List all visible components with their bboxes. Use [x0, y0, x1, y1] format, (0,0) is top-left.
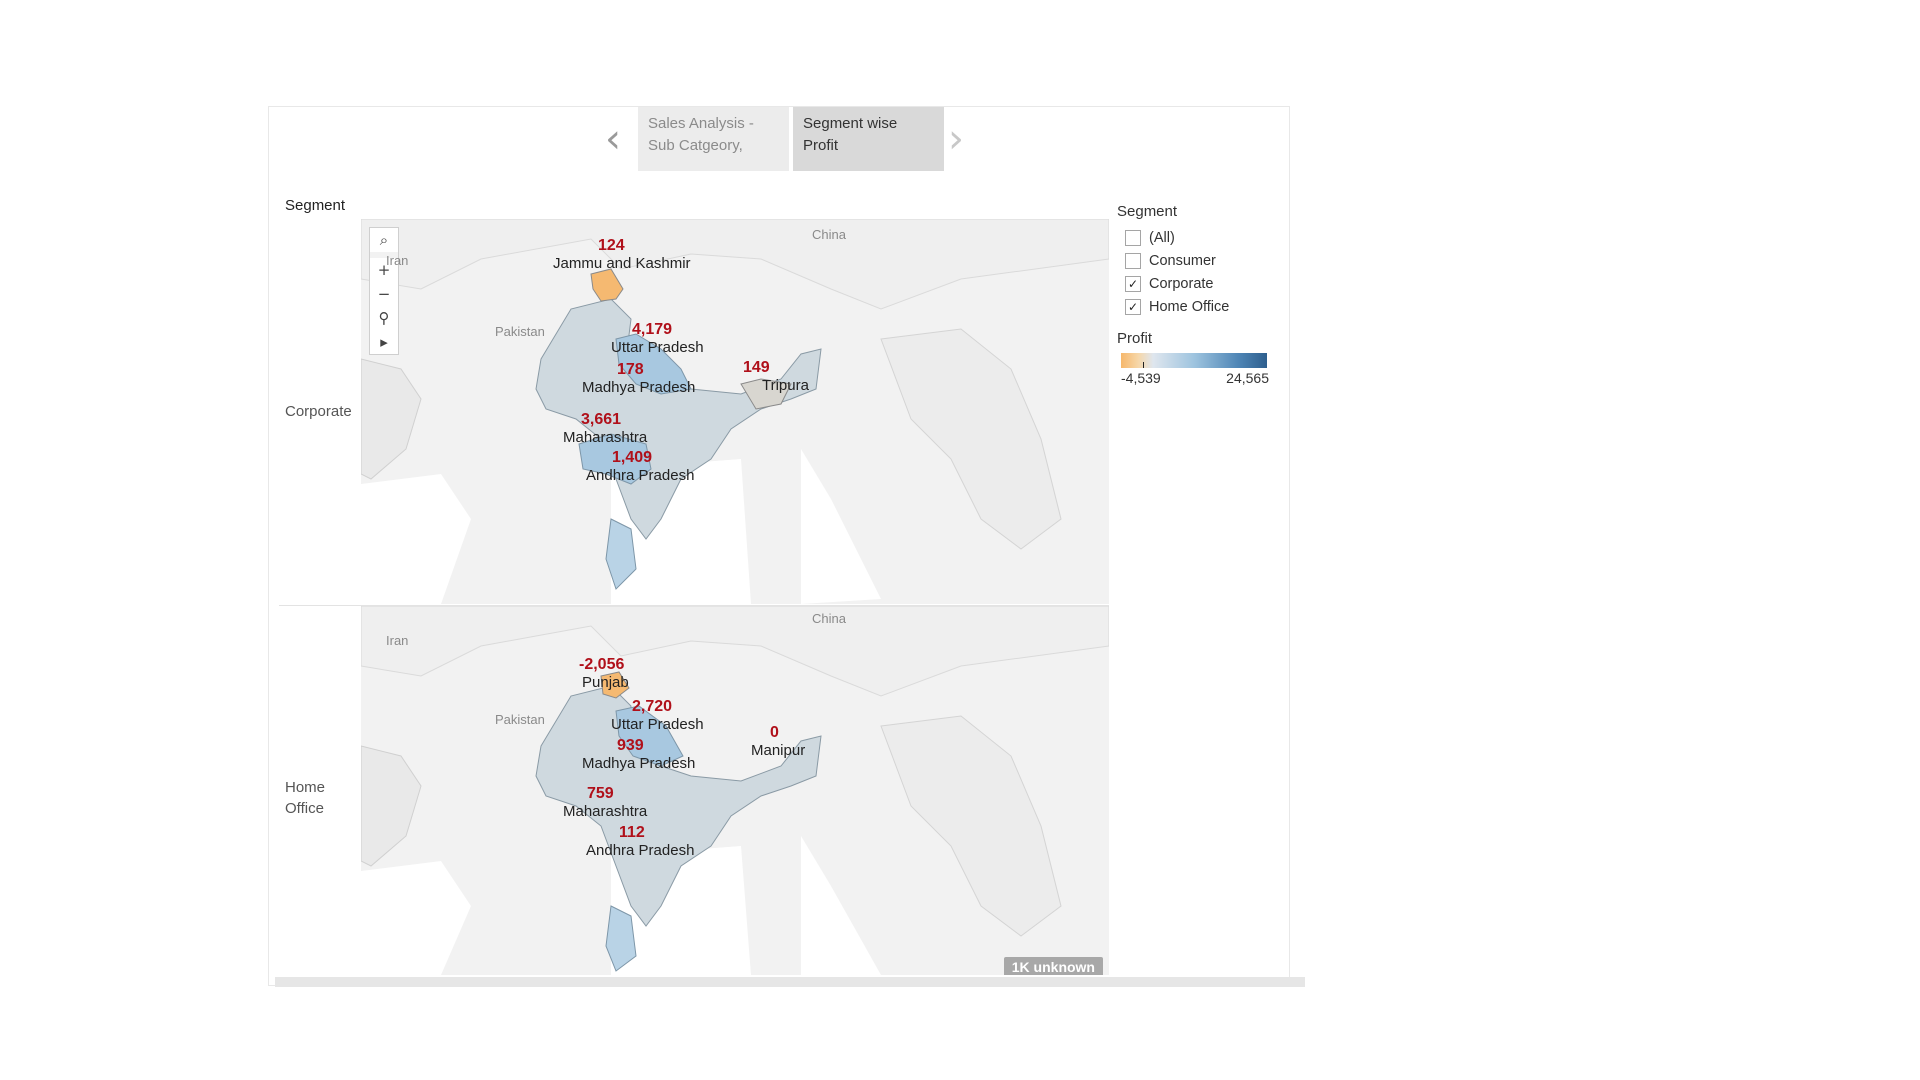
row-label-corporate: Corporate — [285, 401, 352, 422]
pin-icon[interactable]: ⚲ — [378, 309, 390, 327]
row-label-text: Home — [285, 779, 326, 796]
filter-item-corporate[interactable]: ✓ Corporate — [1117, 272, 1277, 295]
row-label-text: Corporate — [285, 403, 352, 420]
row-label-home-office: Home Office — [285, 777, 325, 819]
state-profit-label: 149 — [743, 359, 770, 376]
state-name-label: Maharashtra — [563, 803, 648, 820]
state-profit-label: 939 — [617, 737, 644, 754]
state-name-label: Madhya Pradesh — [582, 379, 696, 396]
state-profit-label: 112 — [619, 824, 645, 841]
checkbox[interactable] — [1125, 229, 1141, 246]
state-name-label: Punjab — [582, 674, 629, 691]
story-point-label: Sub Catgeory, — [648, 137, 743, 154]
state-profit-label: 124 — [598, 237, 625, 254]
segment-column-header: Segment — [285, 197, 346, 214]
country-label-iran: Iran — [386, 633, 409, 648]
story-point-sales-analysis[interactable]: Sales Analysis - Sub Catgeory, — [638, 107, 789, 171]
state-profit-label: 3,661 — [581, 411, 622, 428]
state-profit-label: 2,720 — [632, 698, 673, 715]
legend-min-label: -4,539 — [1121, 370, 1161, 386]
map-background — [361, 219, 1109, 604]
previous-arrow-icon[interactable]: ‹ — [605, 116, 621, 162]
state-profit-label: -2,056 — [579, 656, 625, 673]
state-name-label: Uttar Pradesh — [611, 716, 704, 733]
state-profit-label: 1,409 — [612, 449, 653, 466]
filter-item-label: Home Office — [1149, 298, 1230, 315]
state-name-label: Maharashtra — [563, 429, 648, 446]
legend-max-label: 24,565 — [1226, 370, 1269, 386]
story-point-label: Segment wise — [803, 115, 898, 132]
state-profit-label: 759 — [587, 785, 614, 802]
filter-title: Segment — [1117, 203, 1178, 220]
story-point-segment-profit[interactable]: Segment wise Profit — [793, 107, 944, 171]
filter-item-home-office[interactable]: ✓ Home Office — [1117, 295, 1277, 318]
state-profit-label: 178 — [617, 361, 644, 378]
profit-color-ramp — [1121, 353, 1267, 368]
expand-icon[interactable]: ▸ — [380, 333, 388, 351]
story-point-label: Sales Analysis - — [648, 115, 754, 132]
zoom-out-icon[interactable]: − — [377, 285, 391, 303]
country-label-china: China — [812, 611, 846, 626]
map-pane-corporate[interactable]: ⌕ + − ⚲ ▸ Iran Pakistan China 124 Jammu … — [361, 219, 1109, 604]
state-profit-label: 4,179 — [632, 321, 673, 338]
state-name-label: Tripura — [762, 377, 809, 394]
filter-item-label: Corporate — [1149, 275, 1214, 292]
state-name-label: Andhra Pradesh — [586, 467, 695, 484]
next-arrow-icon[interactable]: › — [948, 116, 964, 162]
checkbox[interactable]: ✓ — [1125, 275, 1141, 292]
country-label-china: China — [812, 227, 846, 242]
checkbox[interactable]: ✓ — [1125, 298, 1141, 315]
state-profit-label: 0 — [770, 724, 779, 741]
story-point-label: Profit — [803, 137, 839, 154]
dashboard: ‹ Sales Analysis - Sub Catgeory, Segment… — [268, 106, 1305, 987]
state-name-label: Andhra Pradesh — [586, 842, 695, 859]
horizontal-scrollbar[interactable] — [275, 977, 1305, 987]
country-label-iran: Iran — [386, 253, 409, 268]
country-label-pakistan: Pakistan — [495, 712, 545, 727]
row-label-text: Office — [285, 800, 324, 817]
state-name-label: Uttar Pradesh — [611, 339, 704, 356]
color-ramp-labels: -4,539 24,565 — [1121, 370, 1269, 386]
legend-panel: Segment (All) Consumer ✓ Corporate ✓ Hom… — [1117, 203, 1277, 386]
checkbox[interactable] — [1125, 252, 1141, 269]
filter-item-label: Consumer — [1149, 252, 1216, 269]
filter-item-all[interactable]: (All) — [1117, 226, 1277, 249]
search-icon[interactable]: ⌕ — [370, 228, 398, 258]
country-label-pakistan: Pakistan — [495, 324, 545, 339]
map-pane-home-office[interactable]: Iran Pakistan China -2,056 Punjab 2,720 … — [361, 606, 1109, 975]
state-name-label: Madhya Pradesh — [582, 755, 696, 772]
zoom-in-icon[interactable]: + — [377, 261, 391, 279]
map-toolbar: ⌕ + − ⚲ ▸ — [369, 227, 399, 355]
state-name-label: Manipur — [751, 742, 806, 759]
filter-item-consumer[interactable]: Consumer — [1117, 249, 1277, 272]
state-name-label: Jammu and Kashmir — [553, 255, 691, 272]
filter-item-label: (All) — [1149, 229, 1175, 246]
profit-legend-title: Profit — [1117, 330, 1153, 347]
zero-tick — [1143, 362, 1144, 368]
map-background — [361, 606, 1109, 975]
unknown-values-badge[interactable]: 1K unknown — [1003, 957, 1103, 975]
